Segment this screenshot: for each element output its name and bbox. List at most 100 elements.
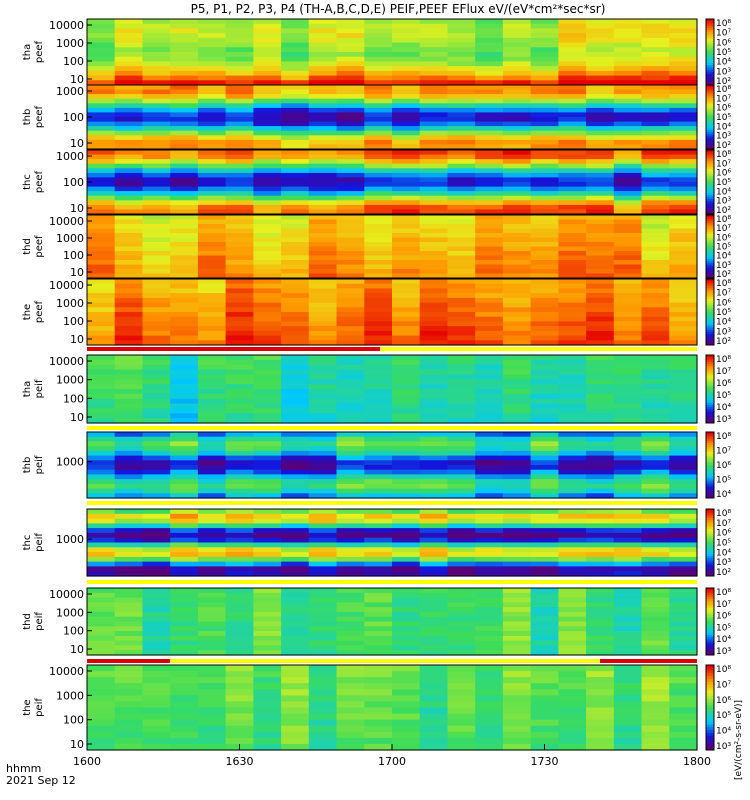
spectrogram-cell <box>87 493 116 499</box>
colorbar-tick-label: 10⁷ <box>716 367 731 377</box>
spectrogram-cell <box>669 98 698 104</box>
colorbar-step <box>706 432 714 435</box>
spectrogram-cell <box>392 509 421 515</box>
colorbar-step <box>706 370 714 374</box>
spectrogram-cell <box>225 469 254 475</box>
spectrogram-cell <box>281 389 310 395</box>
spectrogram-cell <box>475 297 504 304</box>
spectrogram-cell <box>87 255 116 261</box>
spectrogram-cell <box>475 135 504 141</box>
colorbar-step <box>706 542 714 546</box>
colorbar-step <box>706 69 714 73</box>
spectrogram-cell <box>336 70 365 77</box>
spectrogram-cell <box>447 163 476 169</box>
spectrogram-cell <box>336 374 365 380</box>
spectrogram-cell <box>447 374 476 380</box>
spectrogram-cell <box>613 283 643 289</box>
spectrogram-cell <box>558 731 587 739</box>
spectrogram-cell <box>87 707 116 715</box>
spectrogram-cell <box>308 493 338 499</box>
colorbar-step <box>706 538 714 541</box>
spectrogram-cell <box>114 228 143 234</box>
spectrogram-cell <box>253 408 282 414</box>
spectrogram-cell <box>225 172 254 179</box>
spectrogram-cell <box>308 384 338 390</box>
spectrogram-cell <box>170 719 199 727</box>
spectrogram-cell <box>364 561 393 567</box>
colorbar-step <box>706 513 714 517</box>
spectrogram-cell <box>641 154 670 160</box>
spectrogram-cell <box>641 532 670 539</box>
spectrogram-cell <box>419 635 448 642</box>
spectrogram-cell <box>558 359 587 366</box>
spectrogram-cell <box>308 719 338 727</box>
spectrogram-cell <box>641 163 670 169</box>
spectrogram-cell <box>419 255 448 261</box>
spectrogram-cell <box>502 436 532 442</box>
spectrogram-cell <box>197 374 227 380</box>
spectrogram-cell <box>336 393 365 400</box>
spectrogram-cell <box>475 611 504 618</box>
spectrogram-cell <box>641 70 670 77</box>
y-tick-label: 10 <box>70 202 84 215</box>
spectrogram-cell <box>253 195 282 201</box>
panel-probe-label: thb <box>22 457 33 474</box>
spectrogram-cell <box>613 135 643 141</box>
spectrogram-cell <box>392 474 421 480</box>
spectrogram-cell <box>170 455 199 461</box>
spectrogram-cell <box>613 713 643 721</box>
spectrogram-cell <box>225 283 254 289</box>
spectrogram-cell <box>87 474 116 480</box>
spectrogram-cell <box>669 561 698 567</box>
spectrogram-cell <box>197 264 227 270</box>
colorbar-step <box>706 54 714 57</box>
spectrogram-cell <box>114 355 143 361</box>
spectrogram-cell <box>364 418 393 424</box>
spectrogram-cell <box>281 645 310 651</box>
spectrogram-cell <box>613 168 643 174</box>
spectrogram-cell <box>447 528 476 534</box>
colorbar-tick-label: 10⁵ <box>716 308 731 318</box>
spectrogram-cell <box>669 80 698 86</box>
spectrogram-cell <box>142 37 171 44</box>
spectrogram-cell <box>170 465 199 471</box>
spectrogram-cell <box>502 695 532 703</box>
colorbar-step <box>706 404 714 408</box>
spectrogram-cell <box>613 154 643 160</box>
spectrogram-cell <box>336 85 365 91</box>
spectrogram-cell <box>419 70 448 77</box>
spectrogram-cell <box>225 537 254 544</box>
spectrogram-cell <box>613 224 643 230</box>
colorbar-step <box>706 738 714 742</box>
colorbar-step <box>706 91 714 94</box>
spectrogram-cell <box>502 117 532 123</box>
spectrogram-cell <box>586 701 615 709</box>
spectrogram-cell <box>114 561 143 567</box>
spectrogram-cell <box>225 436 254 442</box>
colorbar-step <box>706 173 714 177</box>
spectrogram-cell <box>586 571 615 577</box>
spectrogram-cell <box>558 701 587 709</box>
y-tick-label: 10000 <box>49 279 84 292</box>
spectrogram-cell <box>281 246 310 252</box>
spectrogram-cell <box>530 588 559 594</box>
spectrogram-cell <box>308 537 338 544</box>
spectrogram-cell <box>142 80 171 86</box>
colorbar-step <box>706 667 714 672</box>
spectrogram-cell <box>170 556 199 563</box>
spectrogram-cell <box>142 56 171 62</box>
colorbar-step <box>706 265 714 268</box>
spectrogram-cell <box>197 130 227 136</box>
spectrogram-cell <box>586 47 615 53</box>
spectrogram-cell <box>502 413 532 419</box>
spectrogram-cell <box>142 186 171 192</box>
spectrogram-cell <box>475 446 504 452</box>
spectrogram-cell <box>447 369 476 376</box>
spectrogram-cell <box>558 418 587 424</box>
spectrogram-cell <box>170 159 199 165</box>
spectrogram-cell <box>281 592 310 599</box>
spectrogram-cell <box>447 737 476 745</box>
spectrogram-cell <box>558 307 587 313</box>
spectrogram-cell <box>475 547 504 553</box>
spectrogram-cell <box>530 355 559 361</box>
